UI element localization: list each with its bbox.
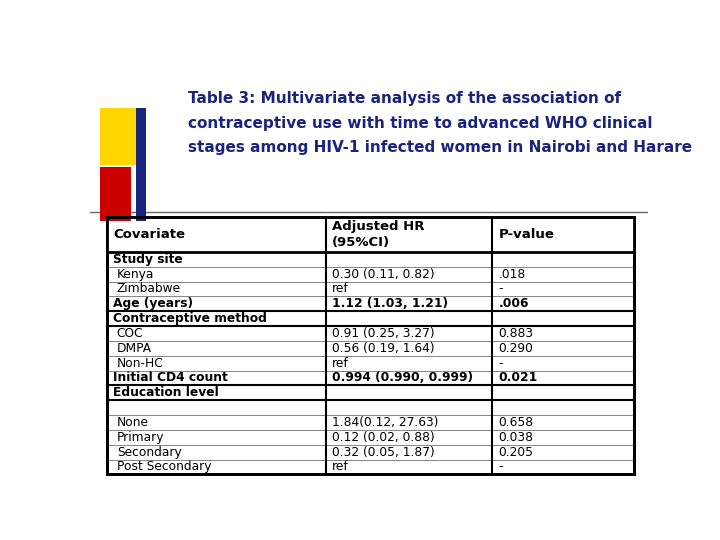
Text: .006: .006	[498, 298, 529, 310]
Text: Initial CD4 count: Initial CD4 count	[114, 372, 228, 384]
Bar	[107, 217, 634, 252]
Text: None: None	[117, 416, 149, 429]
Text: Covariate: Covariate	[114, 228, 186, 241]
Text: Post Secondary: Post Secondary	[117, 461, 211, 474]
Text: Contraceptive method: Contraceptive method	[114, 312, 267, 325]
Text: 0.883: 0.883	[498, 327, 534, 340]
Text: 0.30 (0.11, 0.82): 0.30 (0.11, 0.82)	[332, 268, 435, 281]
Text: 0.12 (0.02, 0.88): 0.12 (0.02, 0.88)	[332, 431, 435, 444]
Text: Study site: Study site	[114, 253, 183, 266]
Text: .018: .018	[498, 268, 526, 281]
Text: DMPA: DMPA	[117, 342, 152, 355]
Text: 0.290: 0.290	[498, 342, 534, 355]
Text: Secondary: Secondary	[117, 446, 181, 458]
Bar	[107, 217, 634, 474]
Text: Education level: Education level	[114, 386, 219, 399]
Text: 0.994 (0.990, 0.999): 0.994 (0.990, 0.999)	[332, 372, 473, 384]
Text: Non-HC: Non-HC	[117, 356, 163, 370]
Text: 0.038: 0.038	[498, 431, 534, 444]
Text: ref: ref	[332, 461, 349, 474]
Text: 0.021: 0.021	[498, 372, 538, 384]
FancyBboxPatch shape	[100, 109, 142, 165]
Text: 0.32 (0.05, 1.87): 0.32 (0.05, 1.87)	[332, 446, 435, 458]
Text: 0.56 (0.19, 1.64): 0.56 (0.19, 1.64)	[332, 342, 435, 355]
Text: Primary: Primary	[117, 431, 164, 444]
Text: 1.12 (1.03, 1.21): 1.12 (1.03, 1.21)	[332, 298, 449, 310]
Text: 0.205: 0.205	[498, 446, 534, 458]
Text: 0.91 (0.25, 3.27): 0.91 (0.25, 3.27)	[332, 327, 435, 340]
Text: contraceptive use with time to advanced WHO clinical: contraceptive use with time to advanced …	[188, 116, 652, 131]
FancyBboxPatch shape	[136, 109, 145, 221]
FancyBboxPatch shape	[100, 167, 131, 221]
Text: Zimbabwe: Zimbabwe	[117, 282, 181, 295]
Text: P-value: P-value	[498, 228, 554, 241]
Text: -: -	[498, 282, 503, 295]
Text: Adjusted HR
(95%CI): Adjusted HR (95%CI)	[332, 220, 425, 249]
Text: stages among HIV-1 infected women in Nairobi and Harare: stages among HIV-1 infected women in Nai…	[188, 140, 692, 156]
Text: Table 3: Multivariate analysis of the association of: Table 3: Multivariate analysis of the as…	[188, 91, 621, 105]
Text: COC: COC	[117, 327, 143, 340]
Text: -: -	[498, 461, 503, 474]
Text: ref: ref	[332, 282, 349, 295]
Text: 0.658: 0.658	[498, 416, 534, 429]
Bar	[107, 217, 634, 474]
Text: ref: ref	[332, 356, 349, 370]
Text: Age (years): Age (years)	[114, 298, 194, 310]
Text: Kenya: Kenya	[117, 268, 154, 281]
Text: -: -	[498, 356, 503, 370]
Text: 1.84(0.12, 27.63): 1.84(0.12, 27.63)	[332, 416, 438, 429]
